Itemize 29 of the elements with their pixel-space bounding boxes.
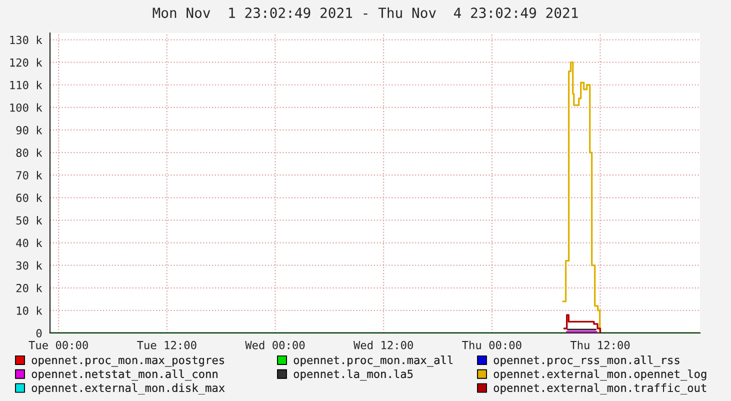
y-tick-label: 50 k <box>16 216 42 225</box>
y-tick-label: 30 k <box>16 261 42 270</box>
legend-label: opennet.proc_mon.max_postgres <box>32 356 224 367</box>
x-tick-label: Wed 00:00 <box>245 340 305 350</box>
y-tick-label: 0 <box>36 329 42 338</box>
x-tick-label: Tue 12:00 <box>137 340 196 350</box>
legend-label: opennet.external_mon.opennet_log <box>494 369 706 381</box>
y-tick-label: 110 k <box>10 80 42 90</box>
y-tick-label: 60 k <box>16 193 42 202</box>
legend-label: opennet.external_mon.traffic_out <box>494 383 706 394</box>
legend-label: opennet.external_mon.disk_max <box>32 383 225 394</box>
y-tick-label: 10 k <box>16 306 42 315</box>
y-tick-label: 20 k <box>16 284 42 292</box>
y-tick-label: 130 k <box>10 36 42 44</box>
x-tick-label: Tue 00:00 <box>28 340 88 350</box>
x-tick-label: Wed 12:00 <box>353 340 413 350</box>
y-tick-label: 80 k <box>16 148 42 157</box>
y-tick-label: 120 k <box>10 58 42 67</box>
y-tick-label: 100 k <box>10 103 42 112</box>
y-tick-label: 70 k <box>16 170 42 180</box>
x-tick-label: Thu 12:00 <box>570 340 630 350</box>
legend-label: opennet.proc_mon.max_all <box>294 356 453 367</box>
y-tick-label: 90 k <box>16 126 42 134</box>
legend-label: opennet.netstat_mon.all_conn <box>32 369 218 381</box>
chart-title: Mon Nov 1 23:02:49 2021 - Thu Nov 4 23:02:49 2021 <box>152 7 578 18</box>
legend-label: opennet.proc_rss_mon.all_rss <box>494 356 680 367</box>
x-tick-label: Thu 00:00 <box>462 340 522 350</box>
legend-label: opennet.la_mon.la5 <box>294 369 413 381</box>
y-tick-label: 40 k <box>16 238 42 248</box>
